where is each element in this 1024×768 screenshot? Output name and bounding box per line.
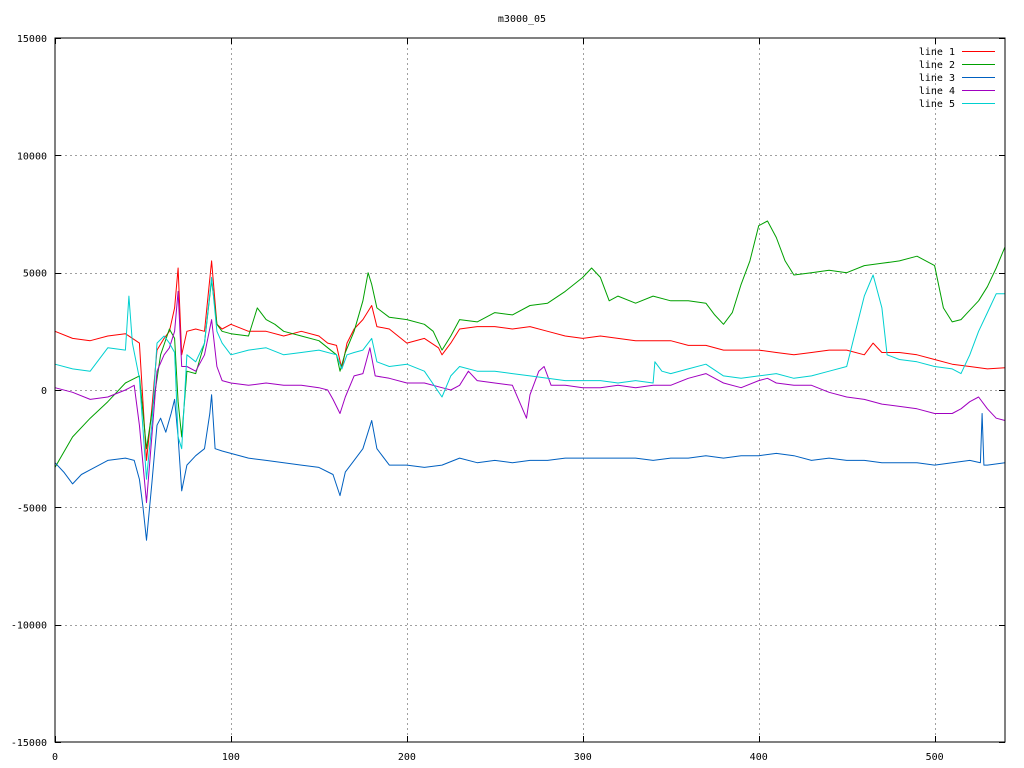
y-tick-label: 10000 — [17, 151, 47, 162]
x-tick-label: 300 — [574, 752, 592, 763]
legend-label: line 5 — [919, 99, 955, 110]
chart-title: m3000_05 — [498, 14, 546, 25]
legend-label: line 3 — [919, 73, 955, 84]
y-tick-label: 5000 — [23, 269, 47, 280]
series-line-4 — [54, 290, 1006, 504]
series-line-5 — [54, 274, 1005, 480]
y-tick-label: -10000 — [11, 621, 47, 632]
axis-ticks: 0 100 200 300 400 500 -15000 -10000 -5000 0 5000 10… — [11, 34, 1005, 763]
legend-label: line 1 — [919, 47, 955, 58]
y-tick-label: -5000 — [17, 503, 47, 514]
series-line-1 — [54, 260, 1006, 461]
legend-label: line 4 — [919, 86, 955, 97]
series-line-2 — [54, 220, 1006, 468]
legend: line 1 line 2 line 3 line 4 line 5 — [919, 47, 995, 110]
series-line-3 — [54, 394, 1006, 541]
grid-lines — [55, 38, 1005, 742]
y-tick-label: -15000 — [11, 738, 47, 749]
x-tick-label: 0 — [52, 752, 58, 763]
x-tick-label: 400 — [750, 752, 768, 763]
y-tick-label: 0 — [41, 386, 47, 397]
y-tick-label: 15000 — [17, 34, 47, 45]
series-group — [54, 220, 1006, 541]
x-tick-label: 500 — [926, 752, 944, 763]
legend-label: line 2 — [919, 60, 955, 71]
x-tick-label: 200 — [398, 752, 416, 763]
x-tick-label: 100 — [222, 752, 240, 763]
